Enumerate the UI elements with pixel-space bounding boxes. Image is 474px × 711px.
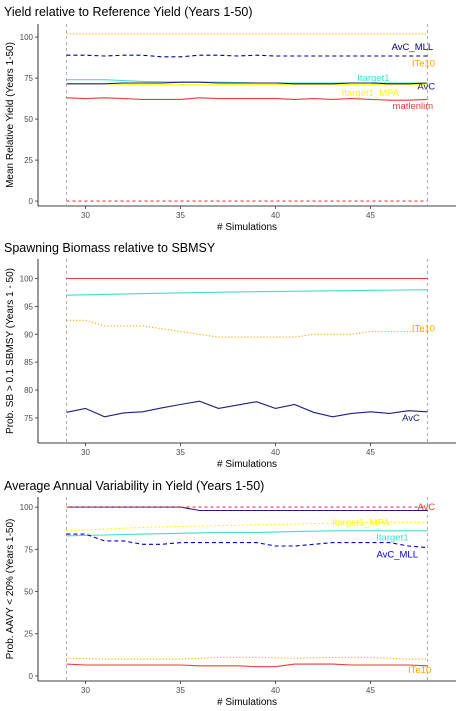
x-tick-label: 30 [81,448,90,457]
series-label: ITe10 [408,665,431,676]
series-label: ITe10 [412,58,435,69]
y-tick-label: 95 [24,302,33,311]
series-line-ite10 [66,319,428,338]
y-tick-label: 100 [20,275,34,284]
y-axis-label: Mean Relative Yield (Years 1-50) [5,42,16,188]
x-tick-label: 35 [176,686,185,695]
y-axis-label: Prob. SB > 0.1 SBMSY (Years 1 - 50) [5,268,16,434]
series-line-itarget1-mpa [66,521,428,532]
chart-title: Yield relative to Reference Yield (Years… [4,5,253,19]
x-tick-label: 40 [271,448,280,457]
x-tick-label: 40 [271,686,280,695]
y-tick-label: 75 [24,74,33,83]
y-tick-label: 0 [29,197,34,206]
series-line-itarget1 [66,530,428,537]
series-line-avc [66,400,428,418]
series-line-red [66,663,428,668]
series-label: matlenlim [393,101,434,112]
y-tick-label: 90 [24,330,33,339]
series-label: Itarget1 [376,533,408,544]
chart-panel-2: Spawning Biomass relative to SBMSY 75 80 85… [4,241,456,470]
x-tick-label: 35 [176,448,185,457]
series-line-ite10 [66,656,428,660]
x-tick-label: 45 [366,448,375,457]
series-line-avc-ref [66,506,428,512]
x-tick-label: 30 [81,686,90,695]
x-tick-label: 35 [176,211,185,220]
series-line-avc-mll [66,54,428,58]
y-tick-label: 80 [24,386,33,395]
series-label: Itarget1_MPA [332,517,390,528]
series-line-avc-mll [66,533,428,549]
x-axis-label: # Simulations [217,459,277,470]
y-tick-label: 25 [24,630,33,639]
y-tick-label: 25 [24,156,33,165]
y-tick-label: 75 [24,545,33,554]
series-line-teal [66,289,428,296]
series-label: AvC [417,81,435,92]
x-axis-label: # Simulations [217,222,277,233]
x-tick-label: 30 [81,211,90,220]
y-tick-label: 100 [20,503,34,512]
x-tick-label: 40 [271,211,280,220]
series-line-avc [66,81,428,85]
series-label: Itarget1_MPA [342,88,400,99]
y-tick-label: 75 [24,414,33,423]
x-tick-label: 45 [366,211,375,220]
series-label: AvC [402,413,420,424]
y-tick-label: 85 [24,358,33,367]
chart-title: Average Annual Variability in Yield (Yea… [4,479,264,493]
y-tick-label: 50 [24,115,33,124]
series-label: AvC_MLL [376,549,418,560]
y-axis-label: Prob. AAVY < 20% (Years 1-50) [5,519,16,660]
series-label: AvC [417,502,435,513]
chart-panel-1: Yield relative to Reference Yield (Years… [4,5,456,233]
series-label: Itarget1 [357,73,389,84]
series-label: AvC_MLL [392,42,434,53]
series-line-itarget1-mpa [66,83,428,86]
x-tick-label: 45 [366,686,375,695]
chart-title: Spawning Biomass relative to SBMSY [4,241,216,255]
series-label: ITe10 [412,324,435,335]
y-tick-label: 100 [20,33,34,42]
y-tick-label: 0 [29,672,34,681]
x-axis-label: # Simulations [217,697,277,708]
series-line-matlenlim [66,97,428,101]
y-tick-label: 50 [24,588,33,597]
chart-panel-3: Average Annual Variability in Yield (Yea… [4,479,456,708]
